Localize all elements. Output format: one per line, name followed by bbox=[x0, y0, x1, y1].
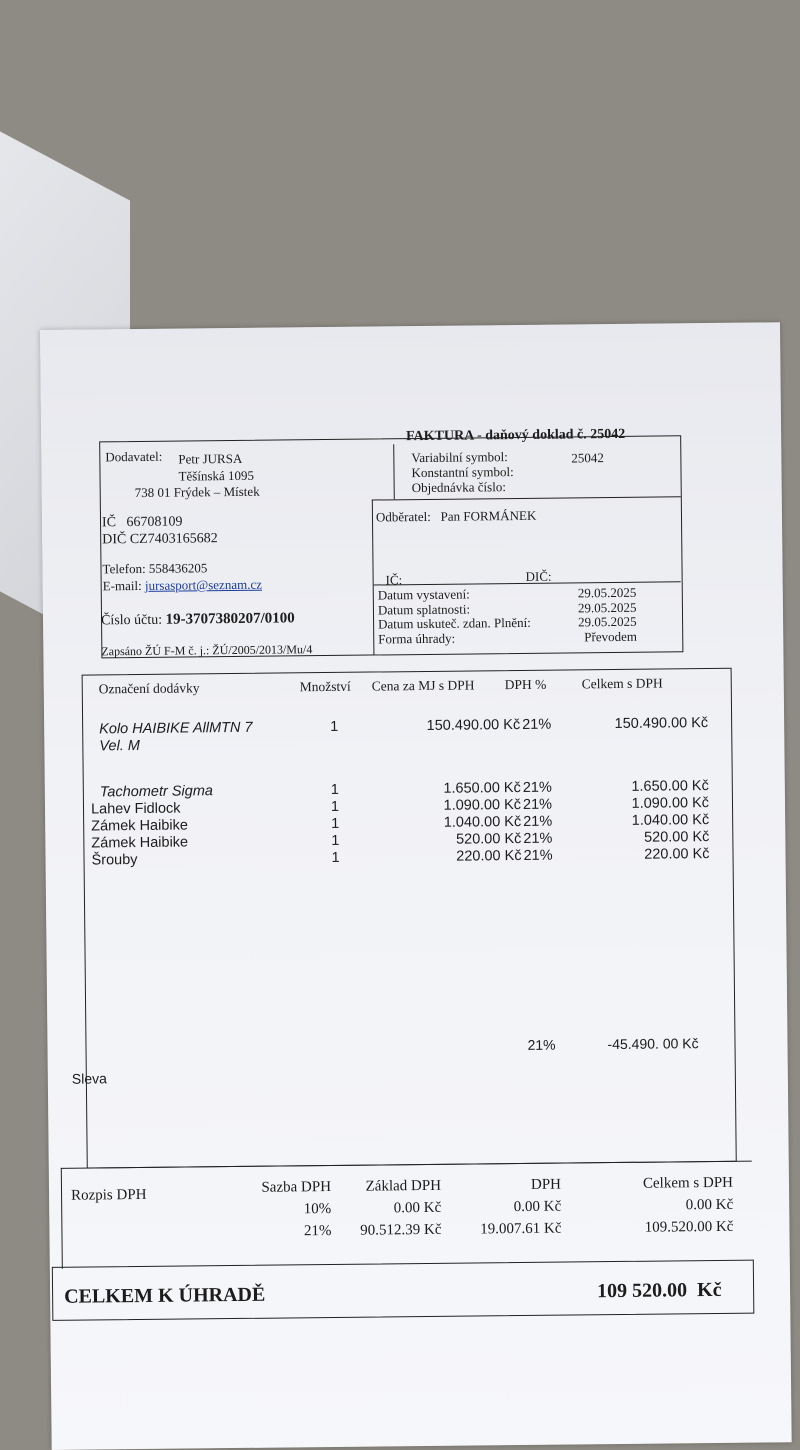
vat-cell: 0.00 Kč bbox=[513, 1198, 562, 1216]
vat-summary-label: Rozpis DPH bbox=[70, 1186, 147, 1204]
invoice-paper: FAKTURA - daňový doklad č. 25042 Dodavat… bbox=[40, 322, 792, 1450]
vat-cell: 21% bbox=[303, 1222, 332, 1240]
date-label: Forma úhrady: bbox=[378, 630, 456, 646]
vat-header: Celkem s DPH bbox=[642, 1174, 734, 1192]
item-unit-price: 520.00 Kč bbox=[455, 830, 522, 848]
item-vat: 21% bbox=[522, 779, 552, 796]
date-value: 29.05.2025 bbox=[577, 584, 637, 601]
item-vat: 21% bbox=[523, 813, 553, 830]
item-unit-price: 150.490.00 Kč bbox=[426, 716, 521, 734]
order-number-label: Objednávka číslo: bbox=[411, 479, 506, 496]
col-total: Celkem s DPH bbox=[581, 675, 663, 692]
vat-cell: 0.00 Kč bbox=[393, 1199, 442, 1217]
supplier-dic: DIČ CZ7403165682 bbox=[102, 531, 218, 548]
item-total: 1.090.00 Kč bbox=[631, 795, 710, 812]
vat-header: Sazba DPH bbox=[261, 1179, 332, 1196]
date-label: Datum splatnosti: bbox=[377, 601, 471, 617]
supplier-phone: Telefon: 558436205 bbox=[102, 560, 208, 577]
customer-name: Pan FORMÁNEK bbox=[440, 507, 537, 524]
col-quantity: Množství bbox=[299, 678, 351, 695]
account-label: Číslo účtu: bbox=[100, 612, 163, 629]
item-unit-price: 1.090.00 Kč bbox=[443, 796, 522, 814]
item-quantity: 1 bbox=[330, 781, 339, 798]
item-vat: 21% bbox=[522, 796, 553, 813]
item-quantity: 1 bbox=[330, 798, 340, 815]
customer-label: Odběratel: bbox=[375, 508, 431, 525]
supplier-city: 738 01 Frýdek – Místek bbox=[134, 483, 260, 501]
item-quantity: 1 bbox=[330, 718, 339, 735]
date-value: Převodem bbox=[584, 628, 638, 644]
discount-label: Sleva bbox=[71, 1070, 107, 1087]
account-number: 19-3707380207/0100 bbox=[165, 610, 295, 628]
constant-symbol-label: Konstantní symbol: bbox=[411, 464, 514, 481]
item-unit-price: 1.650.00 Kč bbox=[443, 779, 521, 797]
vat-cell: 0.00 Kč bbox=[685, 1196, 734, 1214]
discount-total: -45.490. 00 Kč bbox=[607, 1035, 699, 1053]
item-unit-price: 1.040.00 Kč bbox=[443, 813, 522, 831]
email-link[interactable]: jursasport@seznam.cz bbox=[144, 576, 263, 593]
date-row: Forma úhrady: Převodem bbox=[378, 628, 674, 647]
vat-header: DPH bbox=[530, 1176, 562, 1193]
item-name: Tachometr Sigma bbox=[99, 783, 214, 801]
customer-ic-label: IČ: bbox=[385, 572, 403, 588]
vat-header: Základ DPH bbox=[365, 1177, 442, 1195]
item-name: Zámek Haibike bbox=[91, 817, 188, 835]
item-total: 150.490.00 Kč bbox=[614, 715, 709, 733]
item-total: 220.00 Kč bbox=[644, 846, 710, 863]
vat-cell: 10% bbox=[303, 1200, 332, 1218]
items-body: Kolo HAIBIKE AllMTN 7 1 150.490.00 Kč 21… bbox=[82, 715, 732, 922]
variable-symbol-label: Variabilní symbol: bbox=[411, 449, 508, 466]
item-name: Lahev Fidlock bbox=[90, 800, 181, 818]
dates-list: Datum vystavení: 29.05.2025 Datum splatn… bbox=[378, 585, 675, 646]
item-total: 1.650.00 Kč bbox=[631, 778, 709, 795]
vat-cell: 109.520.00 Kč bbox=[644, 1218, 734, 1236]
date-value: 29.05.2025 bbox=[578, 613, 637, 630]
discount-vat: 21% bbox=[527, 1036, 556, 1053]
email-label: E-mail: bbox=[102, 577, 142, 594]
date-label: Datum uskuteč. zdan. Plnění: bbox=[378, 614, 531, 632]
item-vat: 21% bbox=[523, 830, 553, 847]
item-total: 520.00 Kč bbox=[643, 829, 710, 846]
supplier-label: Dodavatel: bbox=[105, 448, 163, 465]
item-quantity: 1 bbox=[331, 815, 340, 832]
supplier-name: Petr JURSA bbox=[178, 450, 243, 467]
total-amount: 109 520.00 Kč bbox=[596, 1278, 722, 1303]
col-unit-price: Cena za MJ s DPH bbox=[371, 677, 475, 694]
vat-cell: 90.512.39 Kč bbox=[360, 1221, 442, 1239]
supplier-street: Těšínská 1095 bbox=[178, 467, 255, 484]
item-vat: 21% bbox=[523, 847, 553, 864]
item-name: Zámek Haibike bbox=[91, 834, 189, 852]
date-label: Datum vystavení: bbox=[377, 586, 470, 603]
col-vat: DPH % bbox=[504, 676, 547, 693]
registration-note: Zapsáno ŽÚ F-M č. j.: ŽÚ/2005/2013/Mu/4 bbox=[101, 642, 313, 659]
item-unit-price: 220.00 Kč bbox=[456, 847, 522, 865]
item-name: Kolo HAIBIKE AllMTN 7 bbox=[99, 719, 253, 738]
total-label: CELKEM K ÚHRADĚ bbox=[64, 1283, 266, 1308]
item-name: Šrouby bbox=[91, 852, 138, 869]
vat-cell: 19.007.61 Kč bbox=[480, 1220, 562, 1238]
item-total: 1.040.00 Kč bbox=[631, 812, 710, 829]
col-designation: Označení dodávky bbox=[98, 680, 200, 697]
item-quantity: 1 bbox=[331, 849, 340, 866]
item-variant: Vel. M bbox=[99, 737, 141, 755]
variable-symbol-value: 25042 bbox=[571, 450, 604, 466]
supplier-ic: IČ 66708109 bbox=[101, 514, 183, 531]
item-vat: 21% bbox=[522, 716, 552, 733]
item-quantity: 1 bbox=[331, 832, 340, 849]
